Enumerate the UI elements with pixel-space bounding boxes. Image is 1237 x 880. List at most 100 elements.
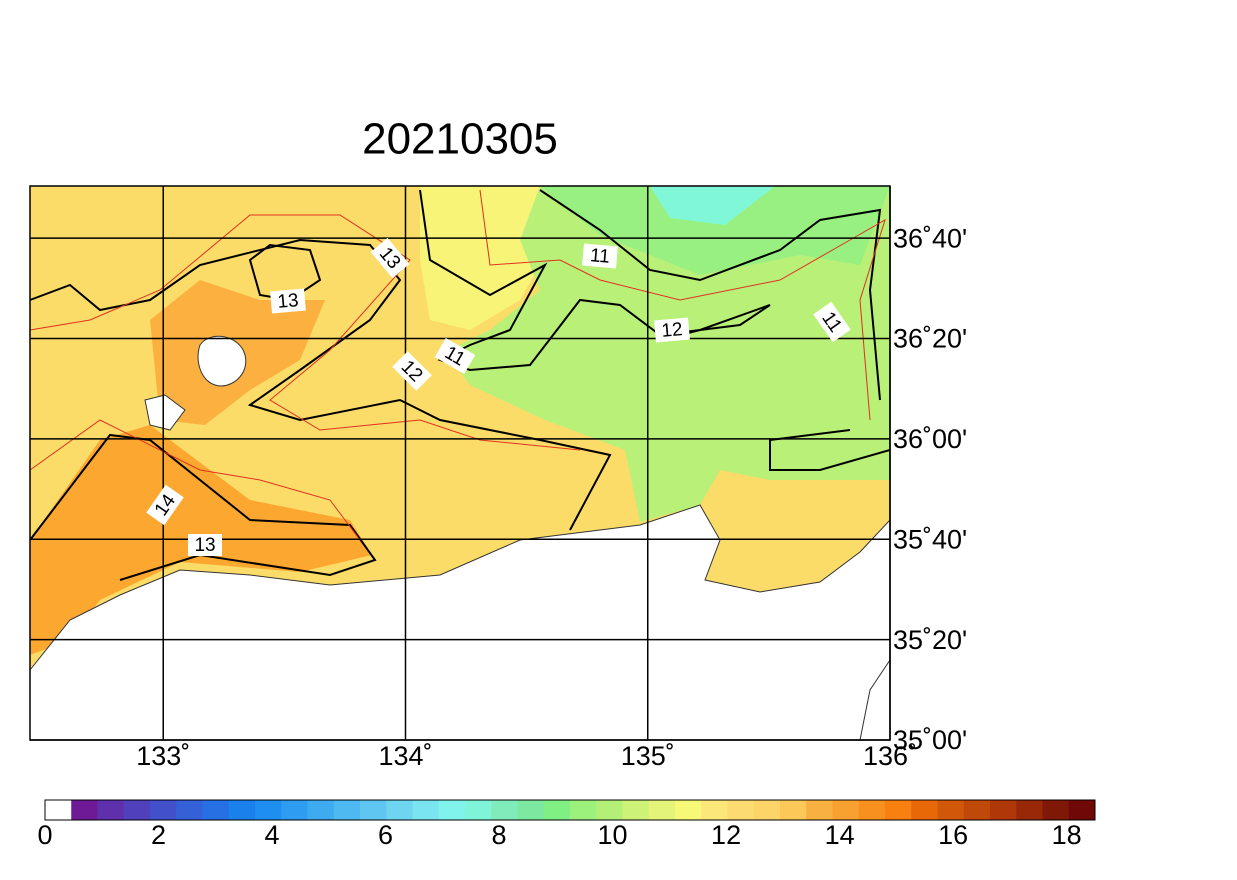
colorbar: 0 2 4 6 8 10 12 14 16 18 <box>37 799 1096 850</box>
contour-line <box>29 433 377 581</box>
color-box <box>675 800 702 820</box>
contours-half <box>29 189 886 541</box>
color-box <box>1068 800 1096 820</box>
color-box <box>753 800 781 820</box>
contour-line <box>769 429 891 471</box>
lat-label: 36˚00' <box>893 424 967 454</box>
color-box <box>123 800 151 820</box>
colorbar-label: 0 <box>37 820 52 850</box>
color-box <box>596 800 623 820</box>
mild-region <box>420 186 560 330</box>
color-box <box>438 800 466 820</box>
color-box <box>465 800 492 820</box>
colorbar-frame <box>44 799 1096 821</box>
colorbar-label: 12 <box>711 820 741 850</box>
cool-region <box>540 186 890 275</box>
color-box <box>333 800 361 820</box>
label-box <box>146 484 184 526</box>
contour-line <box>29 214 581 451</box>
label-box <box>270 288 306 314</box>
color-box <box>360 800 387 820</box>
color-box <box>990 800 1017 820</box>
colorbar-label: 2 <box>151 820 166 850</box>
color-box <box>543 800 571 820</box>
color-box <box>648 800 676 820</box>
colorbar-label: 6 <box>378 820 393 850</box>
map-frame <box>29 185 891 741</box>
lat-label: 35˚40' <box>893 524 967 554</box>
contour-line <box>29 238 612 531</box>
contour-line <box>419 189 771 372</box>
color-box <box>701 800 728 820</box>
contours <box>29 189 891 581</box>
contour-value: 11 <box>589 245 610 268</box>
contour-value: 13 <box>194 535 215 556</box>
island <box>144 394 186 431</box>
lat-label: 36˚20' <box>893 324 967 354</box>
color-box <box>255 800 282 820</box>
label-box <box>582 243 618 269</box>
colorbar-label: 18 <box>1052 820 1082 850</box>
color-box <box>885 800 912 820</box>
colorbar-label: 16 <box>938 820 968 850</box>
color-box <box>780 800 807 820</box>
color-box <box>176 800 203 820</box>
contour-label: 14 <box>146 484 184 526</box>
color-box <box>937 800 965 820</box>
color-box <box>307 800 335 820</box>
color-box <box>71 800 98 820</box>
color-box <box>963 800 991 820</box>
label-box <box>370 237 410 279</box>
color-box <box>858 800 886 820</box>
title: 20210305 <box>362 115 558 164</box>
label-box <box>392 351 432 391</box>
lon-label: 136˚ <box>863 741 917 771</box>
contour-label: 12 <box>654 317 690 343</box>
contour-label: 13 <box>270 288 306 314</box>
label-box <box>654 317 690 343</box>
lon-label: 133˚ <box>136 741 190 771</box>
lat-label: 35˚20' <box>893 625 967 655</box>
colorbar-label: 10 <box>598 820 628 850</box>
color-box <box>517 800 545 820</box>
color-box <box>228 800 256 820</box>
contour-line <box>539 189 882 401</box>
color-box <box>570 800 597 820</box>
color-box <box>911 800 938 820</box>
lat-label: 36˚40' <box>893 223 967 253</box>
island <box>197 335 247 387</box>
label-box <box>434 337 476 375</box>
color-box <box>202 800 230 820</box>
color-box <box>1042 800 1070 820</box>
color-box <box>622 800 650 820</box>
color-box <box>97 800 125 820</box>
color-box <box>806 800 833 820</box>
color-box <box>386 800 413 820</box>
label-box <box>813 301 851 343</box>
label-box <box>188 534 222 556</box>
lon-label: 135˚ <box>621 741 675 771</box>
color-box <box>491 800 518 820</box>
cold-region <box>650 186 775 225</box>
contour-line <box>29 419 361 541</box>
lat-label: 35˚00' <box>893 725 967 755</box>
coastline <box>859 659 891 741</box>
color-box <box>832 800 860 820</box>
color-box <box>281 800 308 820</box>
color-box <box>45 800 72 820</box>
contour-value: 13 <box>277 290 300 313</box>
lon-label: 134˚ <box>378 741 432 771</box>
colorbar-label: 8 <box>492 820 507 850</box>
color-box <box>1016 800 1043 820</box>
color-box <box>412 800 440 820</box>
map-fill <box>29 186 891 741</box>
color-box <box>727 800 755 820</box>
contour-line <box>248 243 322 302</box>
colorbar-label: 4 <box>265 820 280 850</box>
contour-line <box>479 189 886 421</box>
contour-label: 13 <box>188 534 222 556</box>
contour-value: 12 <box>661 319 684 342</box>
contour-label: 11 <box>582 243 618 269</box>
